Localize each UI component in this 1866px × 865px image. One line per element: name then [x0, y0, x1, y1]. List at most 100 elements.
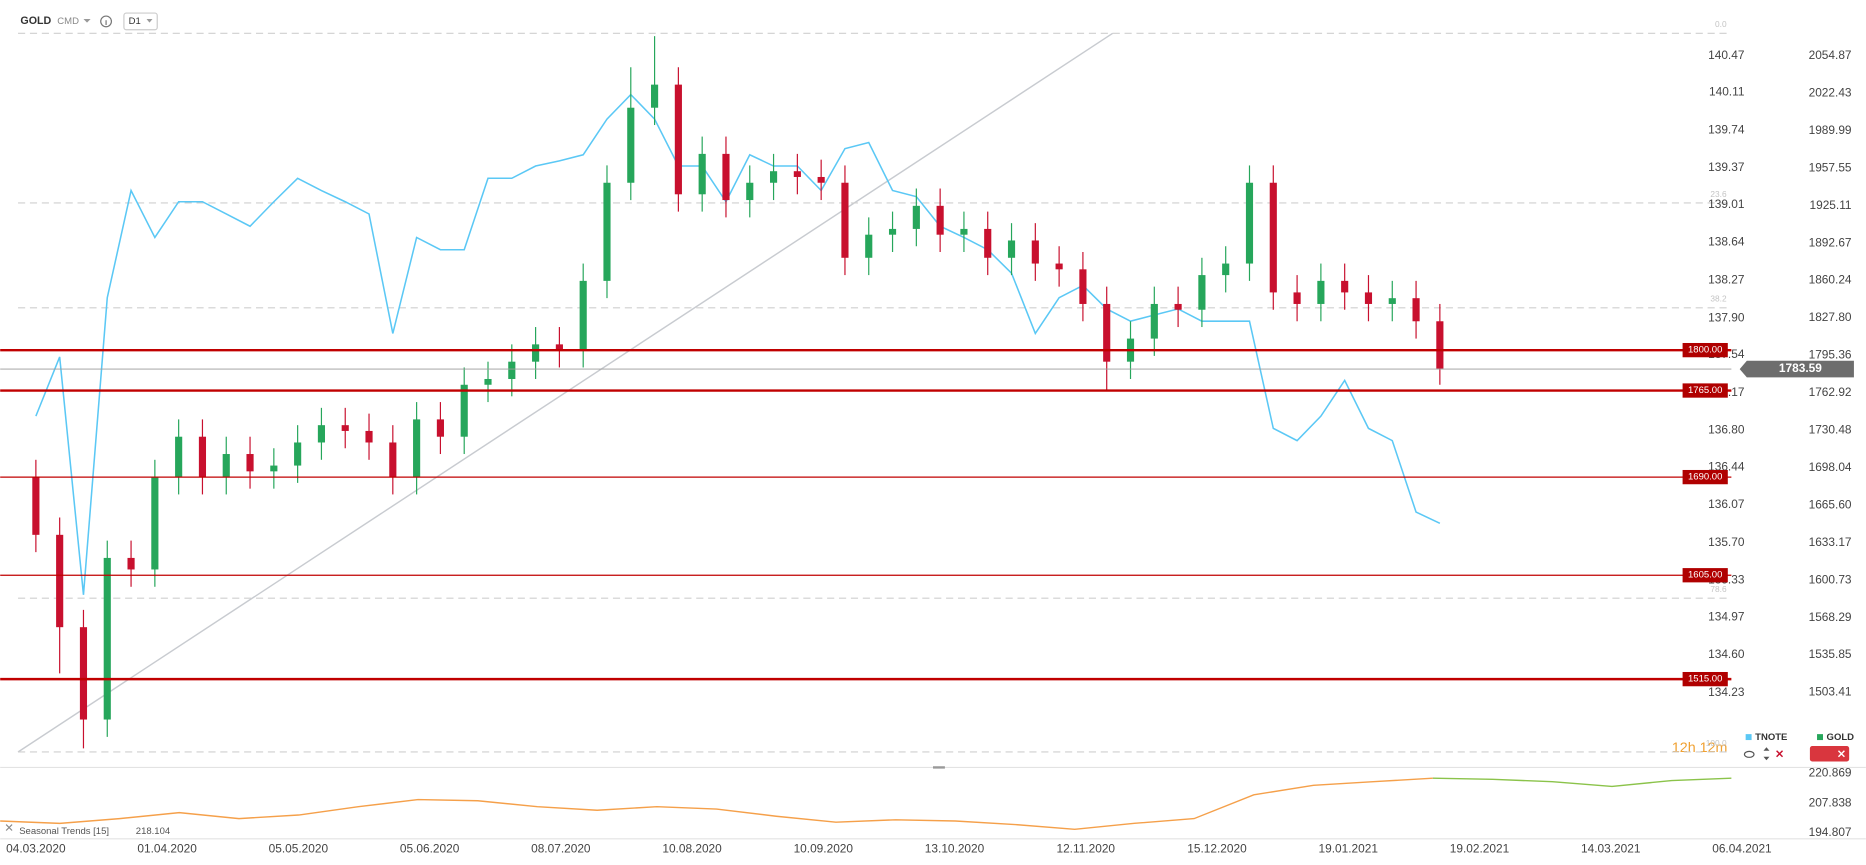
series-toolbar[interactable]: [1809, 746, 1850, 762]
candle-body: [1174, 303, 1182, 310]
candle-body: [532, 344, 540, 362]
legend-label[interactable]: GOLD: [1827, 732, 1855, 743]
gold-axis-label: 1698.04: [1809, 460, 1852, 474]
legend-label[interactable]: TNOTE: [1755, 732, 1787, 743]
candle-body: [56, 534, 64, 628]
last-price-label: 1783.59: [1779, 361, 1822, 375]
seasonal-line: [0, 777, 1433, 831]
candle-body: [1198, 275, 1206, 310]
candle-body: [413, 419, 421, 478]
level-label-box: [1682, 383, 1728, 398]
candle-body: [793, 171, 801, 177]
gold-axis-label: 1535.85: [1809, 647, 1852, 661]
candle-body: [1007, 240, 1016, 258]
indicator-close[interactable]: [5, 824, 13, 831]
candle-body: [1150, 303, 1158, 339]
gold-axis-label: 1892.67: [1809, 235, 1852, 249]
candle-body: [817, 176, 825, 183]
tnote-axis-label: 134.97: [1708, 609, 1744, 623]
candle-body: [1222, 263, 1230, 276]
gold-axis-label: 1795.36: [1809, 348, 1852, 362]
tnote-axis-label: 135.70: [1708, 535, 1745, 549]
candle-body: [1031, 240, 1039, 264]
indicator-axis-label: 194.807: [1809, 825, 1852, 839]
level-label: 1765.00: [1688, 385, 1722, 396]
info-icon[interactable]: [100, 15, 113, 28]
x-tick-label: 19.01.2021: [1319, 842, 1379, 856]
level-label-box: [1682, 671, 1728, 687]
tnote-axis-label: 134.23: [1708, 685, 1745, 699]
gold-axis-label: 1860.24: [1809, 273, 1852, 287]
candle-body: [674, 84, 682, 195]
gold-axis-label: 1600.73: [1809, 572, 1852, 586]
x-tick-label: 10.08.2020: [662, 842, 722, 856]
level-label: 1605.00: [1688, 570, 1722, 581]
x-tick-label: 05.06.2020: [400, 842, 460, 856]
interval-box[interactable]: [123, 12, 158, 31]
level-label: 1515.00: [1688, 674, 1722, 685]
gold-axis-label: 1925.11: [1809, 198, 1851, 212]
candle-body: [555, 344, 563, 351]
candle-body: [722, 153, 730, 201]
gold-axis-label: 2054.87: [1809, 48, 1852, 62]
order-icon[interactable]: [1763, 747, 1770, 761]
x-tick-label: 04.03.2020: [6, 842, 66, 856]
candle-body: [651, 84, 659, 108]
dropdown-arrow[interactable]: [83, 19, 91, 23]
x-tick-label: 13.10.2020: [925, 842, 985, 856]
candle-body: [1317, 280, 1325, 304]
gold-axis-label: 2022.43: [1809, 86, 1852, 100]
level-label: 1690.00: [1688, 472, 1722, 483]
candle-body: [127, 557, 135, 570]
x-tick-label: 01.04.2020: [137, 842, 197, 856]
candle-body: [960, 228, 968, 235]
interval[interactable]: D1: [129, 16, 141, 27]
candle-body: [1245, 182, 1254, 264]
tnote-line: [35, 93, 1441, 595]
indicator-axis-label: 207.838: [1809, 795, 1852, 809]
candle-body: [32, 477, 40, 535]
candle-body: [175, 436, 183, 478]
interval-arrow: [146, 19, 153, 23]
level-label-box: [1682, 342, 1728, 358]
candle-body: [103, 557, 111, 720]
candle-body: [79, 627, 88, 720]
candle-body: [1079, 269, 1087, 304]
candle-body: [698, 153, 706, 195]
indicator-axis-label: 220.869: [1809, 766, 1852, 780]
seasonal-line: [1432, 777, 1732, 788]
level-label-box: [1682, 469, 1728, 485]
remove-icon[interactable]: [1837, 750, 1845, 758]
x-tick-label: 14.03.2021: [1581, 842, 1641, 856]
candle-body: [460, 384, 468, 437]
x-tick-label: 08.07.2020: [531, 842, 591, 856]
candle-body: [603, 182, 611, 281]
tnote-axis-label: 139.74: [1708, 122, 1745, 136]
x-tick-label: 10.09.2020: [794, 842, 854, 856]
legend-swatch: [1817, 734, 1823, 741]
visibility-icon[interactable]: [1743, 750, 1755, 758]
gold-axis-label: 1730.48: [1809, 423, 1852, 437]
candle-body: [246, 454, 254, 472]
symbol[interactable]: GOLD: [20, 15, 51, 27]
plot-layer: 0.0 23.6 38.2 78.6 100.0: [0, 19, 1732, 753]
candle-body: [579, 280, 587, 351]
x-tick-label: 19.02.2021: [1450, 842, 1510, 856]
tnote-axis-label: 137.90: [1708, 310, 1745, 324]
tnote-axis-label: 134.60: [1708, 647, 1745, 661]
candle-body: [936, 205, 944, 235]
level-label-box: [1682, 568, 1728, 583]
candle-body: [1436, 321, 1444, 369]
gold-axis-label: 1633.17: [1809, 535, 1852, 549]
candle-body: [270, 465, 278, 472]
remove-icon[interactable]: [1776, 750, 1784, 758]
fib-label: 38.2: [1710, 294, 1727, 304]
tnote-axis-label: 140.47: [1708, 48, 1744, 62]
x-tick-label: 05.05.2020: [269, 842, 329, 856]
fib-label: 78.6: [1710, 584, 1727, 594]
gold-axis-label: 1762.92: [1809, 385, 1852, 399]
candle-body: [1388, 298, 1396, 304]
tnote-axis-label: 138.27: [1708, 272, 1744, 286]
